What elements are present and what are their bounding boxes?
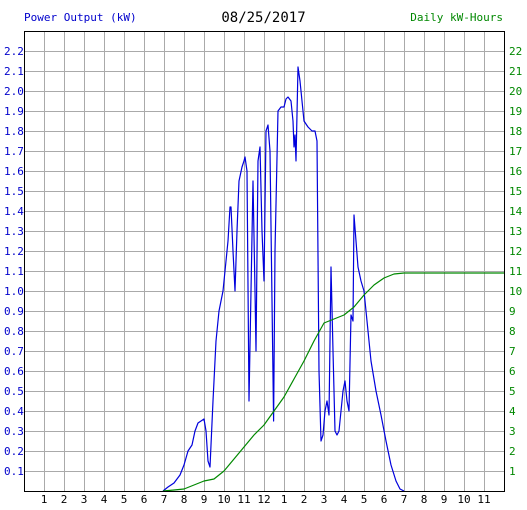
y-tick-label-right: 18 (509, 125, 522, 138)
y-tick-label-right: 13 (509, 225, 522, 238)
y-tick-label-right: 21 (509, 65, 522, 78)
x-tick-label: 1 (281, 493, 288, 506)
y-tick-label-left: 0.8 (4, 325, 24, 338)
x-tick-label: 7 (401, 493, 408, 506)
y-tick-label-right: 22 (509, 45, 522, 58)
y-tick-label-right: 19 (509, 105, 522, 118)
y-tick-label-right: 9 (509, 305, 516, 318)
y-tick-label-left: 1.9 (4, 105, 24, 118)
y-tick-label-left: 2.1 (4, 65, 24, 78)
y-tick-label-right: 6 (509, 365, 516, 378)
daily-kwh-line (162, 272, 504, 492)
y-tick-label-right: 14 (509, 205, 523, 218)
x-tick-label: 3 (81, 493, 88, 506)
x-tick-label: 9 (441, 493, 448, 506)
x-tick-label: 11 (477, 493, 490, 506)
y-tick-label-left: 1.7 (4, 145, 24, 158)
x-tick-label: 6 (381, 493, 388, 506)
x-tick-label: 10 (217, 493, 230, 506)
x-tick-label: 4 (341, 493, 348, 506)
x-tick-label: 11 (237, 493, 250, 506)
x-tick-label: 10 (457, 493, 470, 506)
y-tick-label-left: 0.2 (4, 445, 24, 458)
x-tick-label: 5 (121, 493, 128, 506)
y-tick-label-right: 4 (509, 405, 516, 418)
y-tick-label-left: 0.7 (4, 345, 24, 358)
y-tick-label-right: 12 (509, 245, 522, 258)
y-tick-label-left: 1.4 (4, 205, 24, 218)
y-tick-label-left: 2.0 (4, 85, 24, 98)
chart-date-title: 08/25/2017 (221, 10, 306, 26)
y-tick-label-left: 0.4 (4, 405, 24, 418)
y-tick-label-right: 20 (509, 85, 522, 98)
y-tick-label-left: 0.1 (4, 465, 24, 478)
y-tick-label-left: 2.2 (4, 45, 24, 58)
y-tick-label-right: 3 (509, 425, 516, 438)
x-tick-label: 1 (41, 493, 48, 506)
y-tick-label-left: 1.3 (4, 225, 24, 238)
x-tick-label: 4 (101, 493, 108, 506)
x-tick-label: 8 (181, 493, 188, 506)
y-tick-label-right: 17 (509, 145, 522, 158)
y-tick-label-left: 1.0 (4, 285, 24, 298)
y-tick-label-right: 7 (509, 345, 516, 358)
x-tick-label: 3 (321, 493, 328, 506)
y-tick-label-right: 2 (509, 445, 516, 458)
grid (24, 31, 504, 491)
x-tick-label: 9 (201, 493, 208, 506)
x-tick-label: 7 (161, 493, 168, 506)
x-tick-label: 5 (361, 493, 368, 506)
y-tick-label-left: 1.8 (4, 125, 24, 138)
y-tick-label-left: 1.2 (4, 245, 24, 258)
axis-ticks: 0.1 0.2 0.3 0.4 0.5 0.6 0.7 0.8 0.9 1.0 1.1 1.2 1.3 1… (4, 45, 523, 506)
y-tick-label-right: 10 (509, 285, 522, 298)
y-tick-label-left: 0.9 (4, 305, 24, 318)
y-tick-label-right: 5 (509, 385, 516, 398)
y-tick-label-left: 1.5 (4, 185, 24, 198)
power-output-line (162, 66, 405, 492)
y-tick-label-right: 11 (509, 265, 522, 278)
x-tick-label: 2 (61, 493, 68, 506)
y-tick-label-right: 15 (509, 185, 522, 198)
x-tick-label: 6 (141, 493, 148, 506)
x-tick-label: 8 (421, 493, 428, 506)
y-tick-label-right: 16 (509, 165, 522, 178)
left-axis-title: Power Output (kW) (24, 11, 137, 24)
y-tick-label-left: 1.6 (4, 165, 24, 178)
y-tick-label-right: 8 (509, 325, 516, 338)
y-tick-label-left: 0.3 (4, 425, 24, 438)
y-tick-label-right: 1 (509, 465, 516, 478)
plot-frame (24, 31, 505, 492)
right-axis-title: Daily kW-Hours (410, 11, 503, 24)
x-tick-label: 12 (257, 493, 270, 506)
x-tick-label: 2 (301, 493, 308, 506)
series (162, 66, 504, 492)
y-tick-label-left: 1.1 (4, 265, 24, 278)
y-tick-label-left: 0.6 (4, 365, 24, 378)
y-tick-label-left: 0.5 (4, 385, 24, 398)
